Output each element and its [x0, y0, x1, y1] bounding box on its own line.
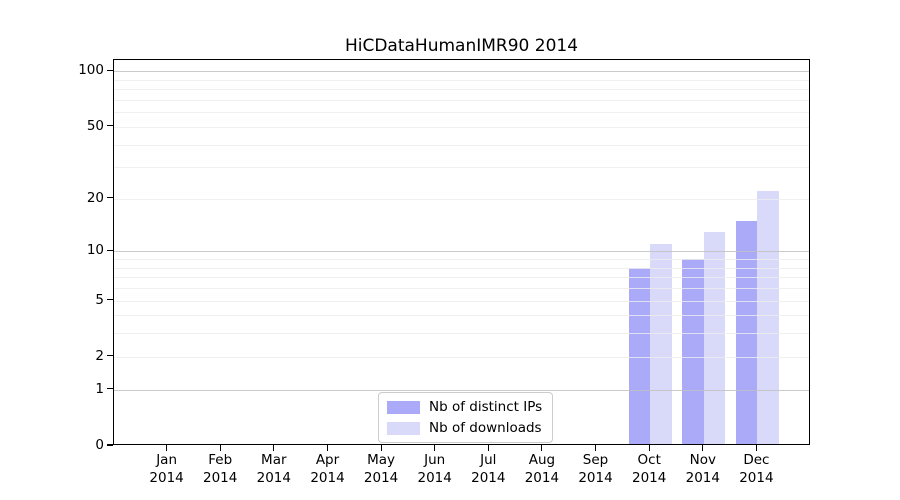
x-tick-may	[380, 445, 382, 451]
x-tick-label-may-2014: May 2014	[349, 451, 413, 487]
x-tick-jul	[487, 445, 489, 451]
year-label: 2014	[578, 470, 613, 486]
gridline-minor-8	[114, 267, 809, 269]
x-tick-label-mar-2014: Mar 2014	[242, 451, 306, 487]
year-label: 2014	[363, 470, 399, 486]
bar-nb-of-downloads-dec	[757, 191, 779, 444]
legend-swatch-distinct-ips	[387, 400, 420, 414]
bar-nb-of-distinct-ips-dec	[735, 220, 758, 444]
x-tick-jun	[434, 445, 436, 451]
gridline-minor-9	[114, 259, 809, 260]
gridline-major-100	[114, 71, 809, 73]
y-tick-label-100: 100	[78, 62, 104, 79]
bar-nb-of-downloads-nov	[703, 231, 726, 444]
gridline-minor-90	[114, 79, 809, 81]
gridline-minor-6	[114, 288, 809, 289]
month-label: Nov	[689, 452, 716, 468]
x-tick-label-sep-2014: Sep 2014	[564, 451, 628, 487]
gridline-minor-20	[114, 198, 809, 200]
x-tick-label-aug-2014: Aug 2014	[510, 451, 574, 487]
gridline-minor-30	[114, 167, 809, 169]
x-tick-label-feb-2014: Feb 2014	[188, 451, 252, 487]
month-label: May	[367, 452, 396, 468]
y-tick-label-50: 50	[86, 117, 104, 134]
gridline-minor-50	[114, 126, 809, 128]
year-label: 2014	[149, 470, 184, 486]
bar-nb-of-distinct-ips-oct	[628, 267, 651, 444]
gridline-minor-2	[114, 356, 809, 358]
y-tick-0	[107, 444, 113, 446]
legend-swatch-downloads	[387, 421, 420, 435]
x-tick-oct	[648, 445, 650, 451]
y-tick-label-10: 10	[86, 242, 104, 259]
gridline-minor-40	[114, 144, 809, 146]
chart-title: HiCDataHumanIMR90 2014	[344, 36, 579, 56]
month-label: Oct	[637, 452, 661, 468]
bar-nb-of-distinct-ips-nov	[682, 259, 704, 444]
gridline-minor-5	[114, 300, 809, 302]
x-tick-apr	[326, 445, 329, 451]
year-label: 2014	[632, 470, 667, 486]
month-label: Feb	[208, 452, 233, 468]
month-label: Sep	[582, 452, 609, 468]
month-label: Dec	[743, 452, 770, 468]
y-tick-label-20: 20	[86, 189, 104, 206]
year-label: 2014	[310, 470, 345, 486]
year-label: 2014	[685, 470, 720, 486]
month-label: Aug	[528, 452, 556, 468]
month-label: Jun	[424, 452, 446, 468]
gridline-minor-4	[114, 315, 809, 317]
bar-nb-of-downloads-oct	[650, 244, 672, 444]
year-label: 2014	[471, 470, 506, 486]
y-tick-label-1: 1	[95, 380, 104, 397]
y-tick-label-2: 2	[95, 347, 104, 364]
x-tick-label-jan-2014: Jan 2014	[135, 451, 199, 487]
x-tick-dec	[755, 445, 757, 451]
gridline-minor-80	[114, 89, 809, 91]
month-label: Mar	[261, 452, 287, 468]
plot-area	[113, 59, 810, 445]
x-tick-label-apr-2014: Apr 2014	[296, 451, 360, 487]
gridline-minor-70	[114, 99, 809, 101]
month-label: Jul	[480, 452, 497, 468]
y-tick-5	[107, 298, 113, 301]
year-label: 2014	[203, 470, 238, 486]
x-tick-aug	[541, 445, 543, 451]
x-tick-label-dec-2014: Dec 2014	[724, 451, 788, 487]
gridline-major-1	[114, 389, 809, 391]
y-tick-20	[107, 197, 113, 199]
year-label: 2014	[524, 470, 560, 486]
x-tick-label-jun-2014: Jun 2014	[403, 451, 467, 487]
x-tick-mar	[273, 445, 275, 451]
x-tick-label-jul-2014: Jul 2014	[456, 451, 520, 487]
legend-label-distinct-ips: Nb of distinct IPs	[429, 399, 543, 415]
month-label: Apr	[315, 452, 340, 468]
y-tick-10	[107, 249, 113, 251]
gridline-minor-7	[114, 277, 809, 279]
gridline-major-10	[114, 251, 809, 253]
y-tick-1	[107, 388, 113, 390]
month-label: Jan	[156, 452, 177, 468]
x-tick-label-nov-2014: Nov 2014	[671, 451, 735, 487]
y-tick-label-5: 5	[95, 291, 104, 308]
legend-label-downloads: Nb of downloads	[429, 420, 542, 436]
y-tick-100	[107, 69, 113, 71]
x-tick-label-oct-2014: Oct 2014	[617, 451, 681, 487]
year-label: 2014	[417, 470, 452, 486]
gridline-minor-3	[114, 333, 809, 335]
y-tick-50	[107, 125, 113, 127]
y-tick-label-0: 0	[95, 437, 104, 453]
x-tick-feb	[219, 445, 221, 451]
year-label: 2014	[739, 470, 774, 486]
legend-item-downloads: Nb of downloads	[387, 420, 542, 436]
x-tick-jan	[166, 445, 168, 451]
gridline-minor-60	[114, 112, 809, 114]
y-tick-2	[107, 355, 113, 357]
x-tick-sep	[594, 445, 597, 451]
year-label: 2014	[256, 470, 291, 486]
x-tick-nov	[702, 445, 704, 451]
legend: Nb of distinct IPs Nb of downloads	[378, 392, 554, 443]
legend-item-distinct-ips: Nb of distinct IPs	[387, 399, 542, 415]
